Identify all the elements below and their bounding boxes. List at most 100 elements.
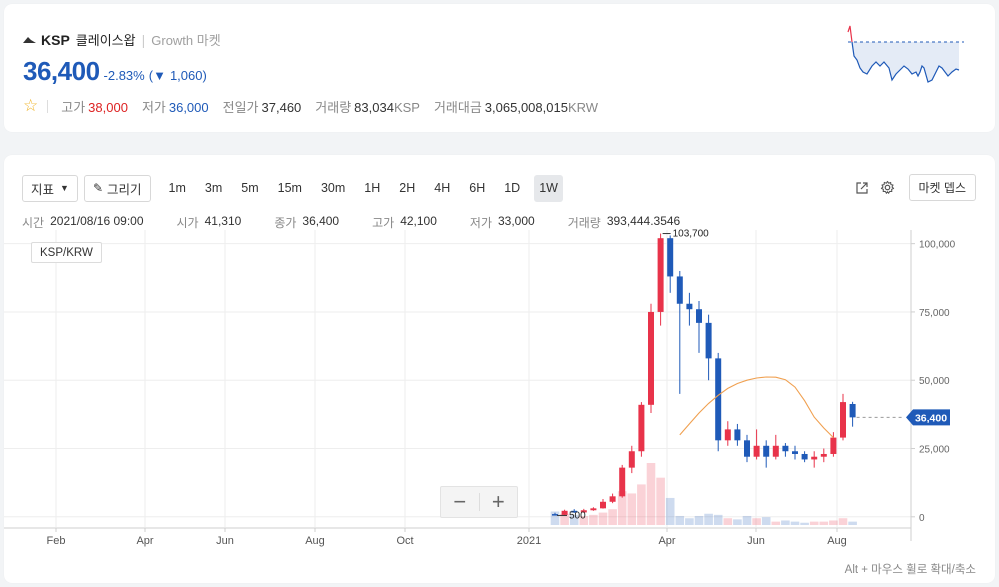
volume-bar: [656, 477, 665, 525]
candle-body: [782, 445, 789, 452]
pencil-icon: ✎: [92, 181, 103, 195]
volume-bar: [809, 521, 819, 525]
chart-toolbar: 지표 ▼ ✎ 그리기 1m 3m 5m 15m 30m 1H 2H 4H 6H 1D 1W: [22, 174, 563, 202]
candle-body: [715, 358, 722, 441]
timeframe-3m[interactable]: 3m: [204, 181, 223, 195]
y-tick-label: 75,000: [919, 308, 950, 319]
chart-card: 지표 ▼ ✎ 그리기 1m 3m 5m 15m 30m 1H 2H 4H 6H 1D 1W 마켓 뎁스 …: [4, 155, 995, 583]
candle-body: [811, 456, 818, 460]
ohlc-high-label: 고가: [372, 216, 395, 230]
candlestick-chart[interactable]: 0 25,000 50,000 75,000 100,000 Feb Apr Jun Aug Oc…: [4, 225, 995, 583]
zoom-out-button[interactable]: −: [453, 489, 467, 514]
moving-average-line: [679, 376, 834, 438]
intraday-mini-chart: [847, 25, 964, 83]
x-tick-label: Oct: [396, 535, 413, 547]
timeframe-5m[interactable]: 5m: [241, 181, 259, 195]
timeframe-15m[interactable]: 15m: [277, 181, 302, 195]
candle-body: [849, 403, 856, 418]
candle-body: [667, 238, 674, 277]
x-tick-label: Feb: [47, 535, 66, 547]
candle-body: [600, 501, 606, 509]
ohlc-volume-label: 거래량: [567, 216, 601, 230]
volume-bar: [608, 509, 617, 525]
settings-gear-icon[interactable]: [877, 177, 899, 199]
candle-body: [744, 440, 750, 457]
volume-bar: [771, 521, 781, 525]
change-close-paren: ): [202, 68, 207, 83]
ohlc-time: 2021/08/16 09:00: [50, 214, 144, 228]
volume-bar: [675, 515, 685, 525]
volume-bar: [598, 512, 608, 525]
change-absolute: 1,060: [169, 68, 203, 83]
indicator-button[interactable]: 지표 ▼: [22, 174, 78, 202]
volume-bar: [617, 491, 627, 525]
volume-bar: [627, 493, 637, 525]
candle-body: [772, 445, 779, 457]
timeframe-4h[interactable]: 4H: [434, 181, 451, 195]
change-down-arrow-icon: ▼: [153, 68, 166, 83]
y-tick-label: 25,000: [919, 445, 950, 456]
candle-body: [561, 510, 568, 515]
volume-bar: [569, 514, 579, 525]
zoom-in-button[interactable]: +: [491, 489, 505, 514]
pair-label: KSP/KRW: [31, 242, 102, 263]
draw-button[interactable]: ✎ 그리기: [83, 174, 151, 202]
stat-turnover: 거래대금 3,065,008,015KRW: [433, 99, 599, 115]
ohlc-open: 41,310: [204, 214, 242, 228]
popout-icon[interactable]: [851, 177, 873, 199]
zoom-divider: [478, 493, 480, 511]
ohlc-close-label: 종가: [274, 216, 297, 230]
volume-bar: [761, 517, 771, 525]
ticker-title-row: KSP 클레이스왑 | Growth 마켓: [23, 30, 221, 49]
timeframe-1d[interactable]: 1D: [504, 181, 521, 195]
stats-divider: [47, 99, 49, 113]
candle-body: [724, 429, 731, 441]
candle-body: [792, 451, 798, 454]
volume-bar: [848, 521, 857, 525]
timeframe-1m[interactable]: 1m: [168, 181, 186, 195]
min-marker-label: 500: [569, 510, 586, 521]
candle-body: [571, 510, 578, 513]
x-tick-label: Jun: [216, 535, 234, 547]
volume-bar: [646, 463, 656, 525]
volume-bar: [752, 518, 761, 525]
volume-bar: [829, 520, 838, 525]
timeframe-1h[interactable]: 1H: [364, 181, 381, 195]
candle-body: [609, 496, 616, 502]
timeframe-2h[interactable]: 2H: [399, 181, 416, 195]
candle-body: [830, 437, 837, 454]
x-tick-label: Apr: [658, 535, 675, 547]
volume-bar: [685, 518, 694, 525]
volume-bar: [713, 514, 723, 525]
candle-body: [734, 429, 741, 441]
y-tick-label: 0: [919, 513, 925, 524]
dropdown-caret-icon: ▼: [60, 183, 69, 193]
candle-body: [619, 467, 626, 497]
candle-body: [686, 303, 693, 310]
volume-bar: [704, 513, 713, 525]
candle-body: [801, 453, 808, 460]
zoom-hint: Alt + 마우스 휠로 확대/축소: [844, 564, 976, 576]
market-tag: Growth 마켓: [151, 33, 221, 48]
volume-bar: [790, 521, 800, 525]
ohlc-time-label: 시간: [22, 216, 45, 230]
volume-bar: [694, 515, 704, 525]
timeframe-1w[interactable]: 1W: [534, 174, 563, 202]
timeframe-30m[interactable]: 30m: [320, 181, 346, 195]
price-row: 36,400 -2.83% ( ▼ 1,060 ): [23, 56, 207, 87]
zoom-controls: − +: [440, 486, 518, 518]
market-depth-button[interactable]: 마켓 뎁스: [908, 174, 976, 201]
current-price: 36,400: [23, 56, 100, 86]
ticker-summary-card: KSP 클레이스왑 | Growth 마켓 36,400 -2.83% ( ▼ …: [4, 4, 995, 132]
stat-high: 고가 38,000: [61, 99, 128, 115]
volume-bar: [742, 515, 752, 525]
favorite-star-icon[interactable]: ☆: [23, 96, 39, 115]
candle-body: [705, 322, 712, 359]
candle-body: [696, 309, 702, 323]
stat-low: 저가 36,000: [141, 99, 209, 115]
candle-body: [628, 451, 635, 468]
max-marker-label: 103,700: [673, 229, 710, 240]
timeframe-list: 1m 3m 5m 15m 30m 1H 2H 4H 6H 1D 1W: [155, 174, 563, 202]
timeframe-6h[interactable]: 6H: [469, 181, 486, 195]
volume-bar: [550, 511, 560, 525]
